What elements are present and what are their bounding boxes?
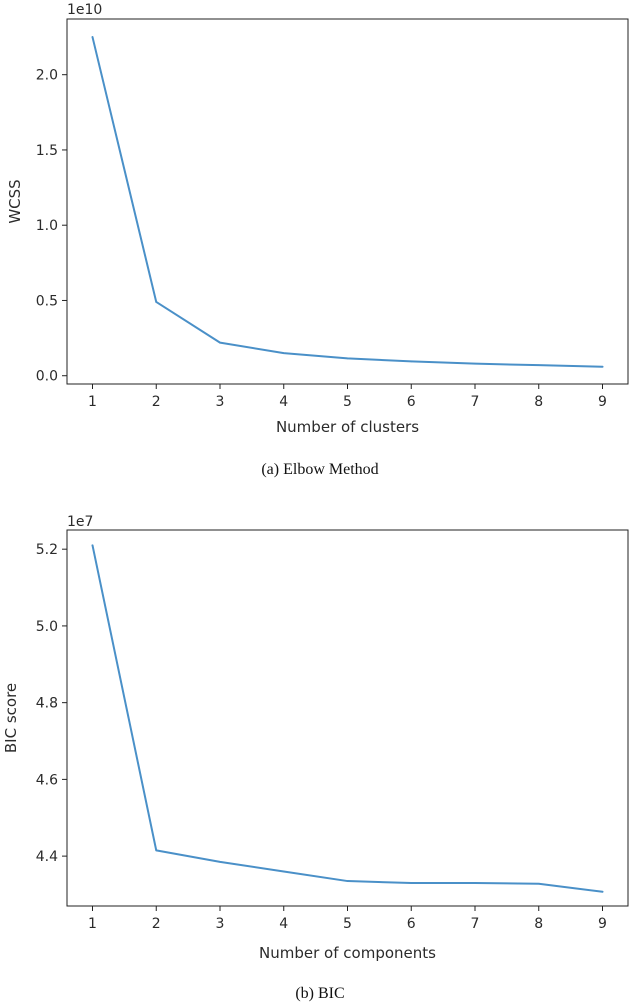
plot-frame xyxy=(66,529,629,907)
data-point xyxy=(346,880,349,882)
y-tick-label: 1.5 xyxy=(36,143,58,159)
y-axis-label: WCSS xyxy=(6,179,24,223)
y-tick-label: 5.0 xyxy=(36,619,58,635)
x-tick-label: 2 xyxy=(152,394,161,410)
y-tick-label: 0.5 xyxy=(36,293,58,309)
x-tick-label: 5 xyxy=(343,916,352,932)
y-tick-label: 0.0 xyxy=(36,369,58,385)
y-tick-label: 4.8 xyxy=(36,696,58,712)
x-tick-label: 9 xyxy=(598,916,607,932)
x-tick-label: 1 xyxy=(88,394,97,410)
plot-frame xyxy=(66,18,629,385)
data-point xyxy=(601,365,604,368)
x-axis-label: Number of clusters xyxy=(276,418,419,436)
series-line xyxy=(91,36,604,368)
data-point xyxy=(537,882,540,885)
data-point xyxy=(91,544,94,547)
chart-1: 1 2 3 4 5 6 7 8 9 0.0 0.5 1.0 1.5 2.0 1e10 Number of cl… xyxy=(6,2,629,478)
x-tick-label: 3 xyxy=(216,916,225,932)
figure-caption: (b) BIC xyxy=(295,985,344,1002)
y-tick-label: 1.0 xyxy=(36,218,58,234)
y-tick-label: 5.2 xyxy=(36,542,58,558)
x-tick-label: 9 xyxy=(598,394,607,410)
x-tick-label: 4 xyxy=(279,394,288,410)
data-point xyxy=(410,882,413,884)
x-tick-label: 4 xyxy=(279,916,288,932)
data-point xyxy=(282,352,285,354)
data-point xyxy=(474,362,476,365)
y-axis-label: BIC score xyxy=(2,683,20,753)
data-point xyxy=(91,36,94,38)
data-point xyxy=(219,341,221,344)
chart-2: 1 2 3 4 5 6 7 8 9 4.4 4.6 4.8 5.0 5.2 1e7 Number of com… xyxy=(2,514,629,1002)
y-tick-label: 4.6 xyxy=(36,772,58,788)
x-tick-label: 1 xyxy=(88,916,97,932)
data-point xyxy=(346,357,349,360)
y-tick-label: 4.4 xyxy=(36,849,58,865)
data-point xyxy=(282,870,285,873)
x-tick-label: 5 xyxy=(343,394,352,410)
x-tick-label: 7 xyxy=(471,916,480,932)
y-tick-label: 2.0 xyxy=(36,68,58,84)
axis-offset-text: 1e7 xyxy=(67,514,93,530)
data-point xyxy=(155,301,158,303)
data-point xyxy=(410,360,413,363)
x-tick-label: 2 xyxy=(152,916,161,932)
x-tick-label: 3 xyxy=(216,394,225,410)
x-tick-label: 7 xyxy=(471,394,480,410)
data-point xyxy=(155,849,158,852)
x-tick-label: 6 xyxy=(407,394,416,410)
x-tick-label: 6 xyxy=(407,916,416,932)
data-point xyxy=(537,364,540,366)
x-axis-label: Number of components xyxy=(259,944,436,962)
data-point xyxy=(474,882,476,884)
series-line xyxy=(91,544,604,893)
figure-caption: (a) Elbow Method xyxy=(261,461,378,478)
data-point xyxy=(601,891,604,893)
x-tick-label: 8 xyxy=(534,394,543,410)
data-point xyxy=(219,861,221,863)
axis-offset-text: 1e10 xyxy=(67,2,102,18)
x-tick-label: 8 xyxy=(534,916,543,932)
